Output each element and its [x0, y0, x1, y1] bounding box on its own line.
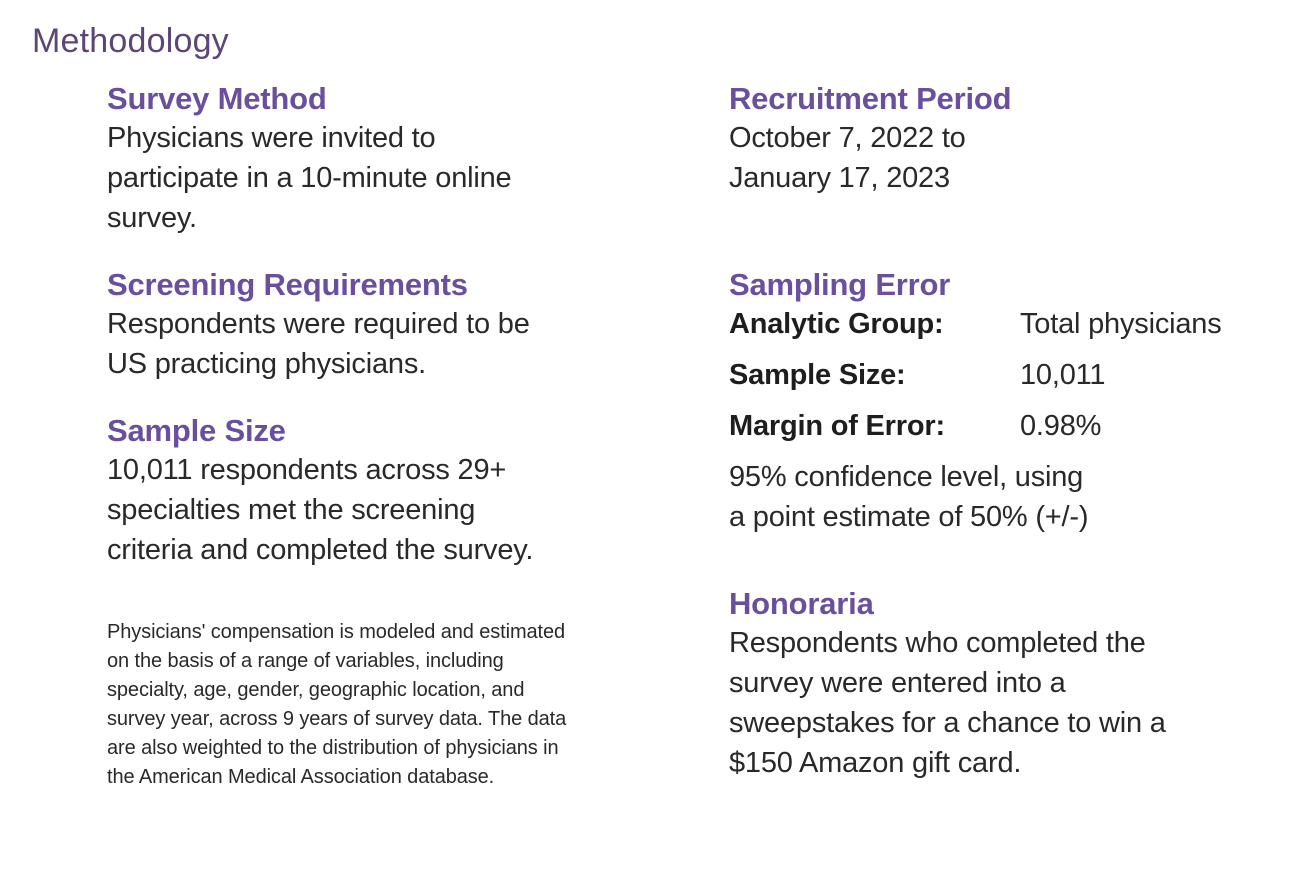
row-label: Margin of Error:	[729, 410, 945, 442]
section-body-line: sweepstakes for a chance to win a	[729, 707, 1166, 739]
note-line: 95% confidence level, using	[729, 461, 1084, 493]
section-body-line: survey were entered into a	[729, 667, 1066, 699]
section-sample-size: Sample Size 10,011 respondents across 29…	[107, 412, 692, 570]
section-survey-method: Survey Method Physicians were invited to…	[107, 80, 692, 238]
sampling-error-row: Sample Size: 10,011	[729, 355, 1274, 395]
footnote-line: on the basis of a range of variables, in…	[107, 650, 504, 672]
footnote-line: survey year, across 9 years of survey da…	[107, 708, 567, 730]
left-column: Survey Method Physicians were invited to…	[107, 80, 692, 792]
right-column: Recruitment Period October 7, 2022 to Ja…	[729, 80, 1274, 783]
section-body-line: January 17, 2023	[729, 162, 950, 194]
confidence-note: 95% confidence level, using a point esti…	[729, 457, 1274, 537]
section-screening-requirements: Screening Requirements Respondents were …	[107, 266, 692, 384]
footnote-line: Physicians' compensation is modeled and …	[107, 621, 566, 643]
section-heading: Screening Requirements	[107, 267, 468, 302]
section-sampling-error: Sampling Error Analytic Group: Total phy…	[729, 266, 1274, 537]
section-heading: Recruitment Period	[729, 81, 1012, 116]
footnote-line: are also weighted to the distribution of…	[107, 737, 559, 759]
footnote-line: specialty, age, gender, geographic locat…	[107, 679, 525, 701]
section-body-line: Respondents were required to be	[107, 308, 530, 340]
row-value: 10,011	[1020, 359, 1106, 391]
footnote-line: the American Medical Association databas…	[107, 766, 495, 788]
section-honoraria: Honoraria Respondents who completed the …	[729, 585, 1274, 783]
section-body-line: participate in a 10-minute online	[107, 162, 512, 194]
section-heading: Sampling Error	[729, 267, 951, 302]
section-body-line: October 7, 2022 to	[729, 122, 966, 154]
section-body-line: 10,011 respondents across 29+	[107, 454, 507, 486]
section-body-line: $150 Amazon gift card.	[729, 747, 1022, 779]
row-label: Analytic Group:	[729, 308, 944, 340]
note-line: a point estimate of 50% (+/-)	[729, 501, 1089, 533]
methodology-footnote: Physicians' compensation is modeled and …	[107, 618, 692, 792]
sampling-error-row: Margin of Error: 0.98%	[729, 406, 1274, 446]
page-title: Methodology	[32, 22, 229, 60]
section-body-line: Physicians were invited to	[107, 122, 436, 154]
row-value: Total physicians	[1020, 308, 1222, 340]
section-heading: Survey Method	[107, 81, 327, 116]
section-body-line: US practicing physicians.	[107, 348, 426, 380]
section-body-line: specialties met the screening	[107, 494, 476, 526]
row-value: 0.98%	[1020, 410, 1102, 442]
sampling-error-row: Analytic Group: Total physicians	[729, 304, 1274, 344]
section-body-line: Respondents who completed the	[729, 627, 1146, 659]
row-label: Sample Size:	[729, 359, 906, 391]
section-body-line: criteria and completed the survey.	[107, 534, 534, 566]
section-heading: Sample Size	[107, 413, 286, 448]
section-body-line: survey.	[107, 202, 197, 234]
section-heading: Honoraria	[729, 586, 874, 621]
section-recruitment-period: Recruitment Period October 7, 2022 to Ja…	[729, 80, 1274, 198]
